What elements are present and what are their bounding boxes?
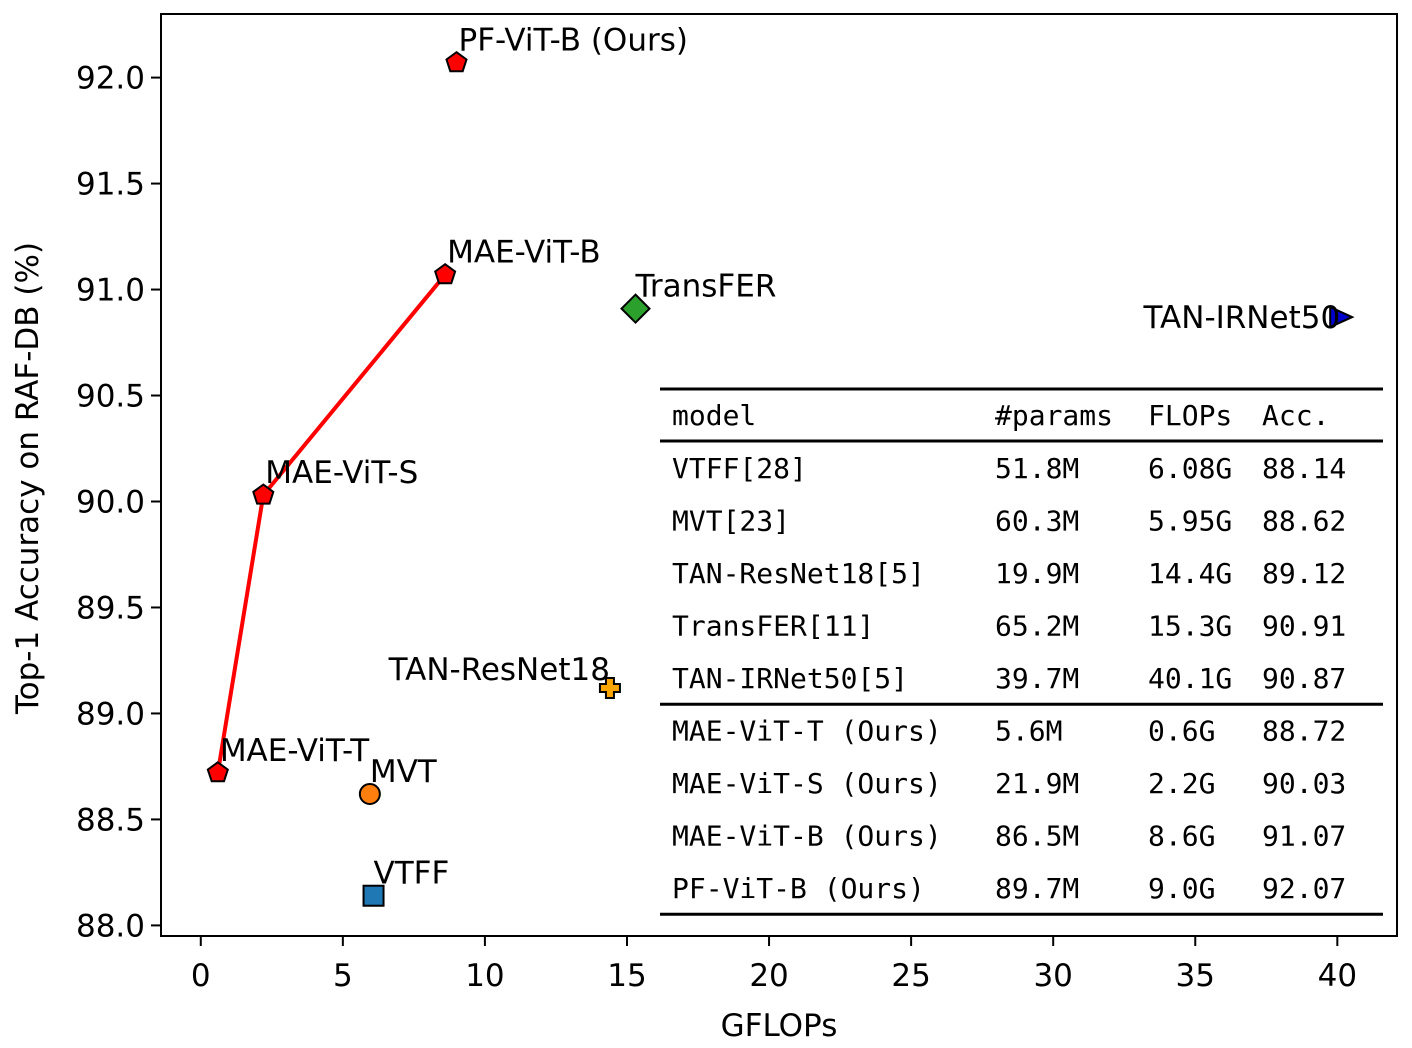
table-cell: MVT[23] <box>672 505 790 538</box>
table-cell: 21.9M <box>995 767 1079 800</box>
point-vtff <box>362 884 385 907</box>
point-mae-vit-s <box>252 483 275 505</box>
y-tick-label: 88.0 <box>76 908 145 944</box>
y-axis-title: Top-1 Accuracy on RAF-DB (%) <box>10 242 46 715</box>
x-tick-label: 15 <box>607 958 646 994</box>
table-cell: 6.08G <box>1148 452 1232 485</box>
table-cell: VTFF[28] <box>672 452 807 485</box>
point-mae-vit-t <box>206 761 229 783</box>
plot-frame <box>160 13 1398 937</box>
point-mae-vit-b <box>434 262 457 285</box>
table-cell: 51.8M <box>995 452 1079 485</box>
table-cell: 89.12 <box>1262 557 1346 590</box>
point-pf-vit-b-ours <box>445 50 468 73</box>
table-cell: 2.2G <box>1148 767 1215 800</box>
point-mae-vit-t-label: MAE-ViT-T <box>220 733 370 769</box>
table-cell: 89.7M <box>995 872 1079 905</box>
table-cell: 88.14 <box>1262 452 1346 485</box>
point-tan-irnet50-label: TAN-IRNet50 <box>1143 300 1341 336</box>
y-tick-label: 91.5 <box>76 167 145 203</box>
x-tick-label: 20 <box>749 958 788 994</box>
table-cell: TransFER[11] <box>672 610 874 643</box>
table-cell: 8.6G <box>1148 820 1215 853</box>
x-tick-label: 0 <box>191 958 211 994</box>
x-tick-label: 25 <box>891 958 930 994</box>
table-cell: PF-ViT-B (Ours) <box>672 872 925 905</box>
point-mae-vit-b-label: MAE-ViT-B <box>447 235 601 271</box>
table-cell: 90.03 <box>1262 767 1346 800</box>
table-header-cell: #params <box>995 399 1113 432</box>
table-cell: MAE-ViT-T (Ours) <box>672 715 942 748</box>
point-transfer-label: TransFER <box>635 269 777 305</box>
table-cell: TAN-IRNet50[5] <box>672 662 908 695</box>
x-tick-label: 40 <box>1318 958 1357 994</box>
table-cell: 92.07 <box>1262 872 1346 905</box>
table-cell: MAE-ViT-S (Ours) <box>672 767 942 800</box>
point-mae-vit-s-label: MAE-ViT-S <box>265 455 418 491</box>
y-tick-label: 92.0 <box>76 61 145 97</box>
table-cell: TAN-ResNet18[5] <box>672 557 925 590</box>
table-cell: 90.91 <box>1262 610 1346 643</box>
table-cell: 19.9M <box>995 557 1079 590</box>
point-mvt <box>358 782 381 805</box>
table-cell: MAE-ViT-B (Ours) <box>672 820 942 853</box>
x-tick-label: 5 <box>333 958 353 994</box>
table-header-cell: FLOPs <box>1148 399 1232 432</box>
table-header-cell: Acc. <box>1262 399 1329 432</box>
table-cell: 91.07 <box>1262 820 1346 853</box>
table-cell: 39.7M <box>995 662 1079 695</box>
y-tick-label: 88.5 <box>76 802 145 838</box>
point-tan-irnet50 <box>1329 305 1355 329</box>
table-cell: 5.95G <box>1148 505 1232 538</box>
point-mvt-label: MVT <box>370 754 438 790</box>
table-cell: 60.3M <box>995 505 1079 538</box>
table-cell: 9.0G <box>1148 872 1215 905</box>
table-cell: 90.87 <box>1262 662 1346 695</box>
x-axis-title: GFLOPs <box>721 1008 838 1044</box>
point-transfer <box>620 293 651 325</box>
table-cell: 88.62 <box>1262 505 1346 538</box>
table-cell: 65.2M <box>995 610 1079 643</box>
y-tick-label: 90.0 <box>76 484 145 520</box>
x-tick-label: 10 <box>465 958 504 994</box>
table-cell: 0.6G <box>1148 715 1215 748</box>
point-vtff-label: VTFF <box>374 856 450 892</box>
x-tick-label: 35 <box>1176 958 1215 994</box>
table-cell: 5.6M <box>995 715 1062 748</box>
table-header-cell: model <box>672 399 756 432</box>
point-pf-vit-b-ours-label: PF-ViT-B (Ours) <box>459 23 688 59</box>
table-cell: 40.1G <box>1148 662 1232 695</box>
x-tick-label: 30 <box>1033 958 1072 994</box>
y-tick-label: 89.0 <box>76 696 145 732</box>
y-tick-label: 90.5 <box>76 379 145 415</box>
point-tan-resnet18 <box>598 677 621 700</box>
table-cell: 88.72 <box>1262 715 1346 748</box>
table-cell: 15.3G <box>1148 610 1232 643</box>
point-tan-resnet18-label: TAN-ResNet18 <box>388 652 610 688</box>
table-cell: 86.5M <box>995 820 1079 853</box>
y-tick-label: 91.0 <box>76 273 145 309</box>
table-cell: 14.4G <box>1148 557 1232 590</box>
y-tick-label: 89.5 <box>76 590 145 626</box>
